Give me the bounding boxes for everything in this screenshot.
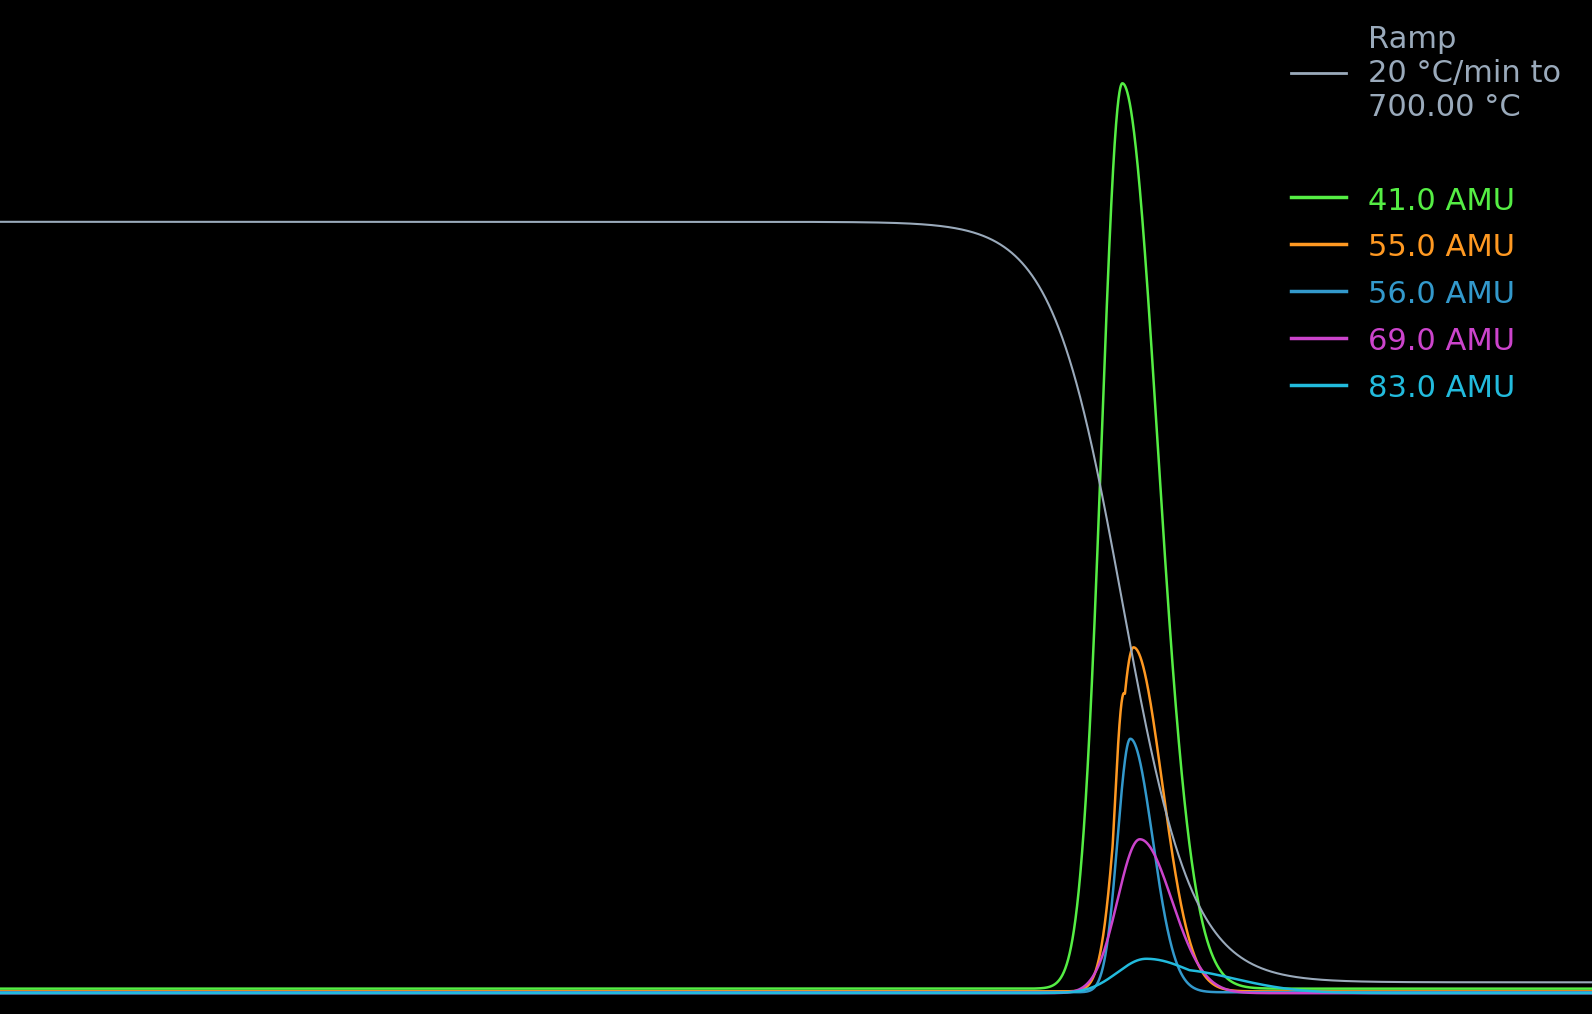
- Legend: Ramp
20 °C/min to
700.00 °C, , 41.0 AMU, 55.0 AMU, 56.0 AMU, 69.0 AMU, 83.0 AMU: Ramp 20 °C/min to 700.00 °C, , 41.0 AMU,…: [1291, 25, 1560, 404]
